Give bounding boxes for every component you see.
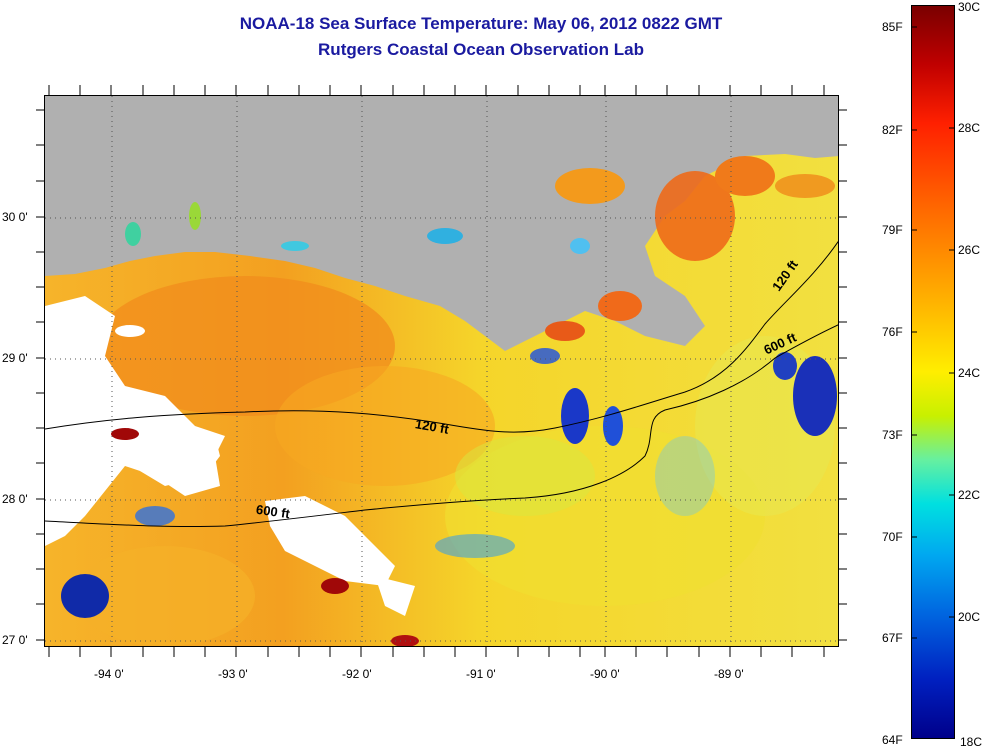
hot-speck — [111, 428, 139, 440]
yellow-green-patch — [455, 436, 595, 516]
graticule — [45, 96, 838, 646]
island-patch — [189, 202, 201, 230]
cool-patch — [435, 534, 515, 558]
colorbar-label-67f: 67F — [882, 631, 903, 645]
lon-label-90: -90 0' — [590, 667, 620, 681]
cloud-mask — [375, 576, 415, 616]
cold-patch — [773, 352, 797, 380]
colorbar-label-28c: 28C — [958, 121, 981, 135]
cold-patch — [530, 348, 560, 364]
chart-subtitle: Rutgers Coastal Ocean Observation Lab — [318, 40, 644, 59]
colorbar-label-85f: 85F — [882, 20, 903, 34]
cold-patch — [603, 406, 623, 446]
colorbar-label-20c: 20C — [958, 610, 981, 624]
island-patch — [427, 228, 463, 244]
cold-patch — [135, 506, 175, 526]
colorbar-label-76f: 76F — [882, 325, 903, 339]
lon-label-91: -91 0' — [466, 667, 496, 681]
lon-label-93: -93 0' — [218, 667, 248, 681]
lat-label-30: 30 0' — [2, 210, 28, 224]
island-patch — [125, 222, 141, 246]
cold-patch — [561, 388, 589, 444]
coastal-patch — [555, 168, 625, 204]
coastal-patch — [655, 171, 735, 261]
coastal-patch — [775, 174, 835, 198]
hot-speck — [321, 578, 349, 594]
land-mass — [45, 96, 838, 351]
warm-patch — [275, 366, 495, 486]
island-patch — [570, 238, 590, 254]
contour-120ft — [45, 240, 838, 433]
cold-patch — [61, 574, 109, 618]
lat-label-28: 28 0' — [2, 492, 28, 506]
colorbar-label-18c: 18C — [960, 735, 983, 749]
sst-map-canvas — [45, 96, 838, 646]
coastal-patch — [715, 156, 775, 196]
colorbar-label-70f: 70F — [882, 530, 903, 544]
lon-label-92: -92 0' — [342, 667, 372, 681]
cool-patch — [655, 436, 715, 516]
sst-map[interactable]: 120 ft 120 ft 600 ft 600 ft — [44, 95, 839, 647]
cold-patch — [793, 356, 837, 436]
chart-title: NOAA-18 Sea Surface Temperature: May 06,… — [239, 14, 723, 33]
colorbar-label-26c: 26C — [958, 243, 981, 257]
colorbar-label-30c: 30C — [958, 0, 981, 14]
lon-label-94: -94 0' — [94, 667, 124, 681]
coastal-patch — [545, 321, 585, 341]
lat-label-29: 29 0' — [2, 351, 28, 365]
cloud-mask — [115, 325, 145, 337]
colorbar-label-73f: 73F — [882, 428, 903, 442]
lat-label-27: 27 0' — [2, 633, 28, 647]
colorbar-label-79f: 79F — [882, 223, 903, 237]
warm-patch — [75, 546, 255, 646]
coastal-patch — [598, 291, 642, 321]
colorbar-label-22c: 22C — [958, 488, 981, 502]
contour-600ft — [45, 324, 838, 528]
colorbar-label-24c: 24C — [958, 366, 981, 380]
temperature-colorbar — [911, 5, 955, 739]
colorbar-label-64f: 64F — [882, 733, 903, 747]
colorbar-label-82f: 82F — [882, 123, 903, 137]
cloud-mask — [135, 436, 220, 486]
lon-label-89: -89 0' — [714, 667, 744, 681]
island-patch — [281, 241, 309, 251]
